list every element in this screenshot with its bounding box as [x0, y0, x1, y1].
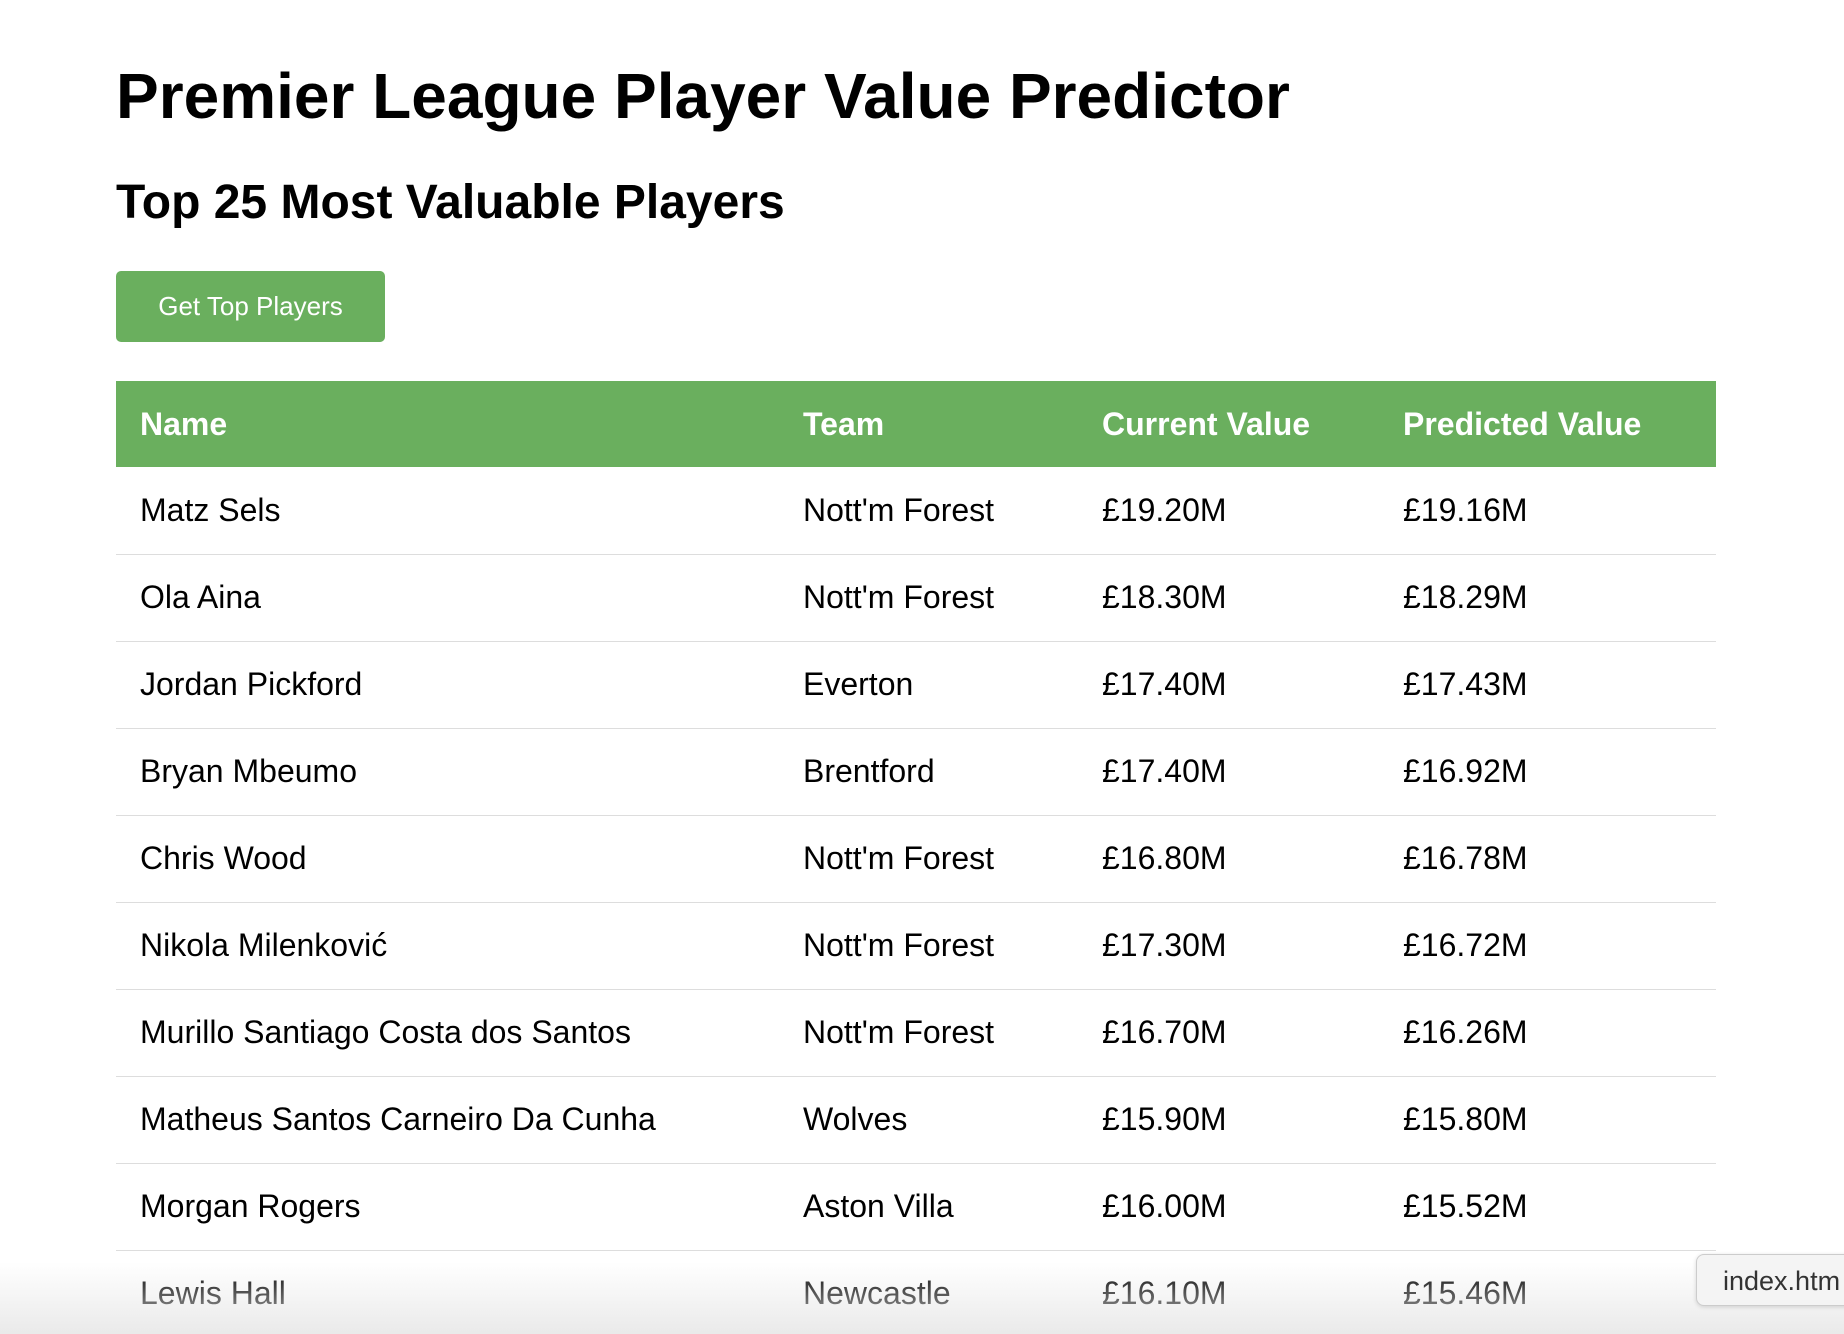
cell-team: Nott'm Forest — [779, 902, 1078, 990]
column-header-name: Name — [116, 381, 779, 467]
table-row: Jordan Pickford Everton £17.40M £17.43M — [116, 641, 1716, 729]
table-row: Ola Aina Nott'm Forest £18.30M £18.29M — [116, 554, 1716, 642]
cell-current-value: £16.70M — [1078, 989, 1379, 1077]
cell-predicted-value: £16.92M — [1379, 728, 1716, 816]
cell-team: Nott'm Forest — [779, 467, 1078, 555]
cell-predicted-value: £16.72M — [1379, 902, 1716, 990]
column-header-team: Team — [779, 381, 1078, 467]
get-top-players-button[interactable]: Get Top Players — [116, 271, 385, 342]
column-header-current-value: Current Value — [1078, 381, 1379, 467]
cell-player-name: Chris Wood — [116, 815, 779, 903]
cell-predicted-value: £16.78M — [1379, 815, 1716, 903]
cell-player-name: Bryan Mbeumo — [116, 728, 779, 816]
cell-player-name: Morgan Rogers — [116, 1163, 779, 1251]
cell-current-value: £16.80M — [1078, 815, 1379, 903]
cell-team: Nott'm Forest — [779, 815, 1078, 903]
cell-current-value: £18.30M — [1078, 554, 1379, 642]
cell-current-value: £16.10M — [1078, 1250, 1379, 1334]
section-subtitle: Top 25 Most Valuable Players — [116, 176, 785, 229]
cell-predicted-value: £15.52M — [1379, 1163, 1716, 1251]
table-row: Matz Sels Nott'm Forest £19.20M £19.16M — [116, 467, 1716, 555]
table-row: Lewis Hall Newcastle £16.10M £15.46M — [116, 1250, 1716, 1334]
cell-team: Brentford — [779, 728, 1078, 816]
cell-current-value: £17.40M — [1078, 728, 1379, 816]
cell-predicted-value: £17.43M — [1379, 641, 1716, 729]
table-body: Matz Sels Nott'm Forest £19.20M £19.16M Ola … — [116, 467, 1716, 1334]
cell-team: Nott'm Forest — [779, 989, 1078, 1077]
table-row: Murillo Santiago Costa dos Santos Nott'm … — [116, 989, 1716, 1077]
cell-predicted-value: £18.29M — [1379, 554, 1716, 642]
table-row: Nikola Milenković Nott'm Forest £17.30M £16… — [116, 902, 1716, 990]
cell-player-name: Murillo Santiago Costa dos Santos — [116, 989, 779, 1077]
cell-player-name: Jordan Pickford — [116, 641, 779, 729]
cell-current-value: £17.30M — [1078, 902, 1379, 990]
cell-predicted-value: £15.80M — [1379, 1076, 1716, 1164]
table-row: Chris Wood Nott'm Forest £16.80M £16.78M — [116, 815, 1716, 903]
cell-predicted-value: £19.16M — [1379, 467, 1716, 555]
table-row: Bryan Mbeumo Brentford £17.40M £16.92M — [116, 728, 1716, 816]
cell-team: Nott'm Forest — [779, 554, 1078, 642]
cell-current-value: £19.20M — [1078, 467, 1379, 555]
cell-predicted-value: £16.26M — [1379, 989, 1716, 1077]
cell-team: Aston Villa — [779, 1163, 1078, 1251]
cell-player-name: Ola Aina — [116, 554, 779, 642]
cell-team: Wolves — [779, 1076, 1078, 1164]
column-header-predicted-value: Predicted Value — [1379, 381, 1716, 467]
cell-current-value: £15.90M — [1078, 1076, 1379, 1164]
cell-predicted-value: £15.46M — [1379, 1250, 1716, 1334]
cell-current-value: £16.00M — [1078, 1163, 1379, 1251]
cell-player-name: Nikola Milenković — [116, 902, 779, 990]
cell-player-name: Matheus Santos Carneiro Da Cunha — [116, 1076, 779, 1164]
table-row: Matheus Santos Carneiro Da Cunha Wolves £1… — [116, 1076, 1716, 1164]
cell-current-value: £17.40M — [1078, 641, 1379, 729]
table-header-row: Name Team Current Value Predicted Value — [116, 381, 1716, 467]
players-table: Name Team Current Value Predicted Value … — [116, 381, 1716, 1334]
cell-player-name: Lewis Hall — [116, 1250, 779, 1334]
table-row: Morgan Rogers Aston Villa £16.00M £15.52M — [116, 1163, 1716, 1251]
cell-team: Newcastle — [779, 1250, 1078, 1334]
cell-player-name: Matz Sels — [116, 467, 779, 555]
cell-team: Everton — [779, 641, 1078, 729]
page-title: Premier League Player Value Predictor — [116, 60, 1290, 132]
download-file-chip[interactable]: index.htm — [1696, 1254, 1844, 1306]
